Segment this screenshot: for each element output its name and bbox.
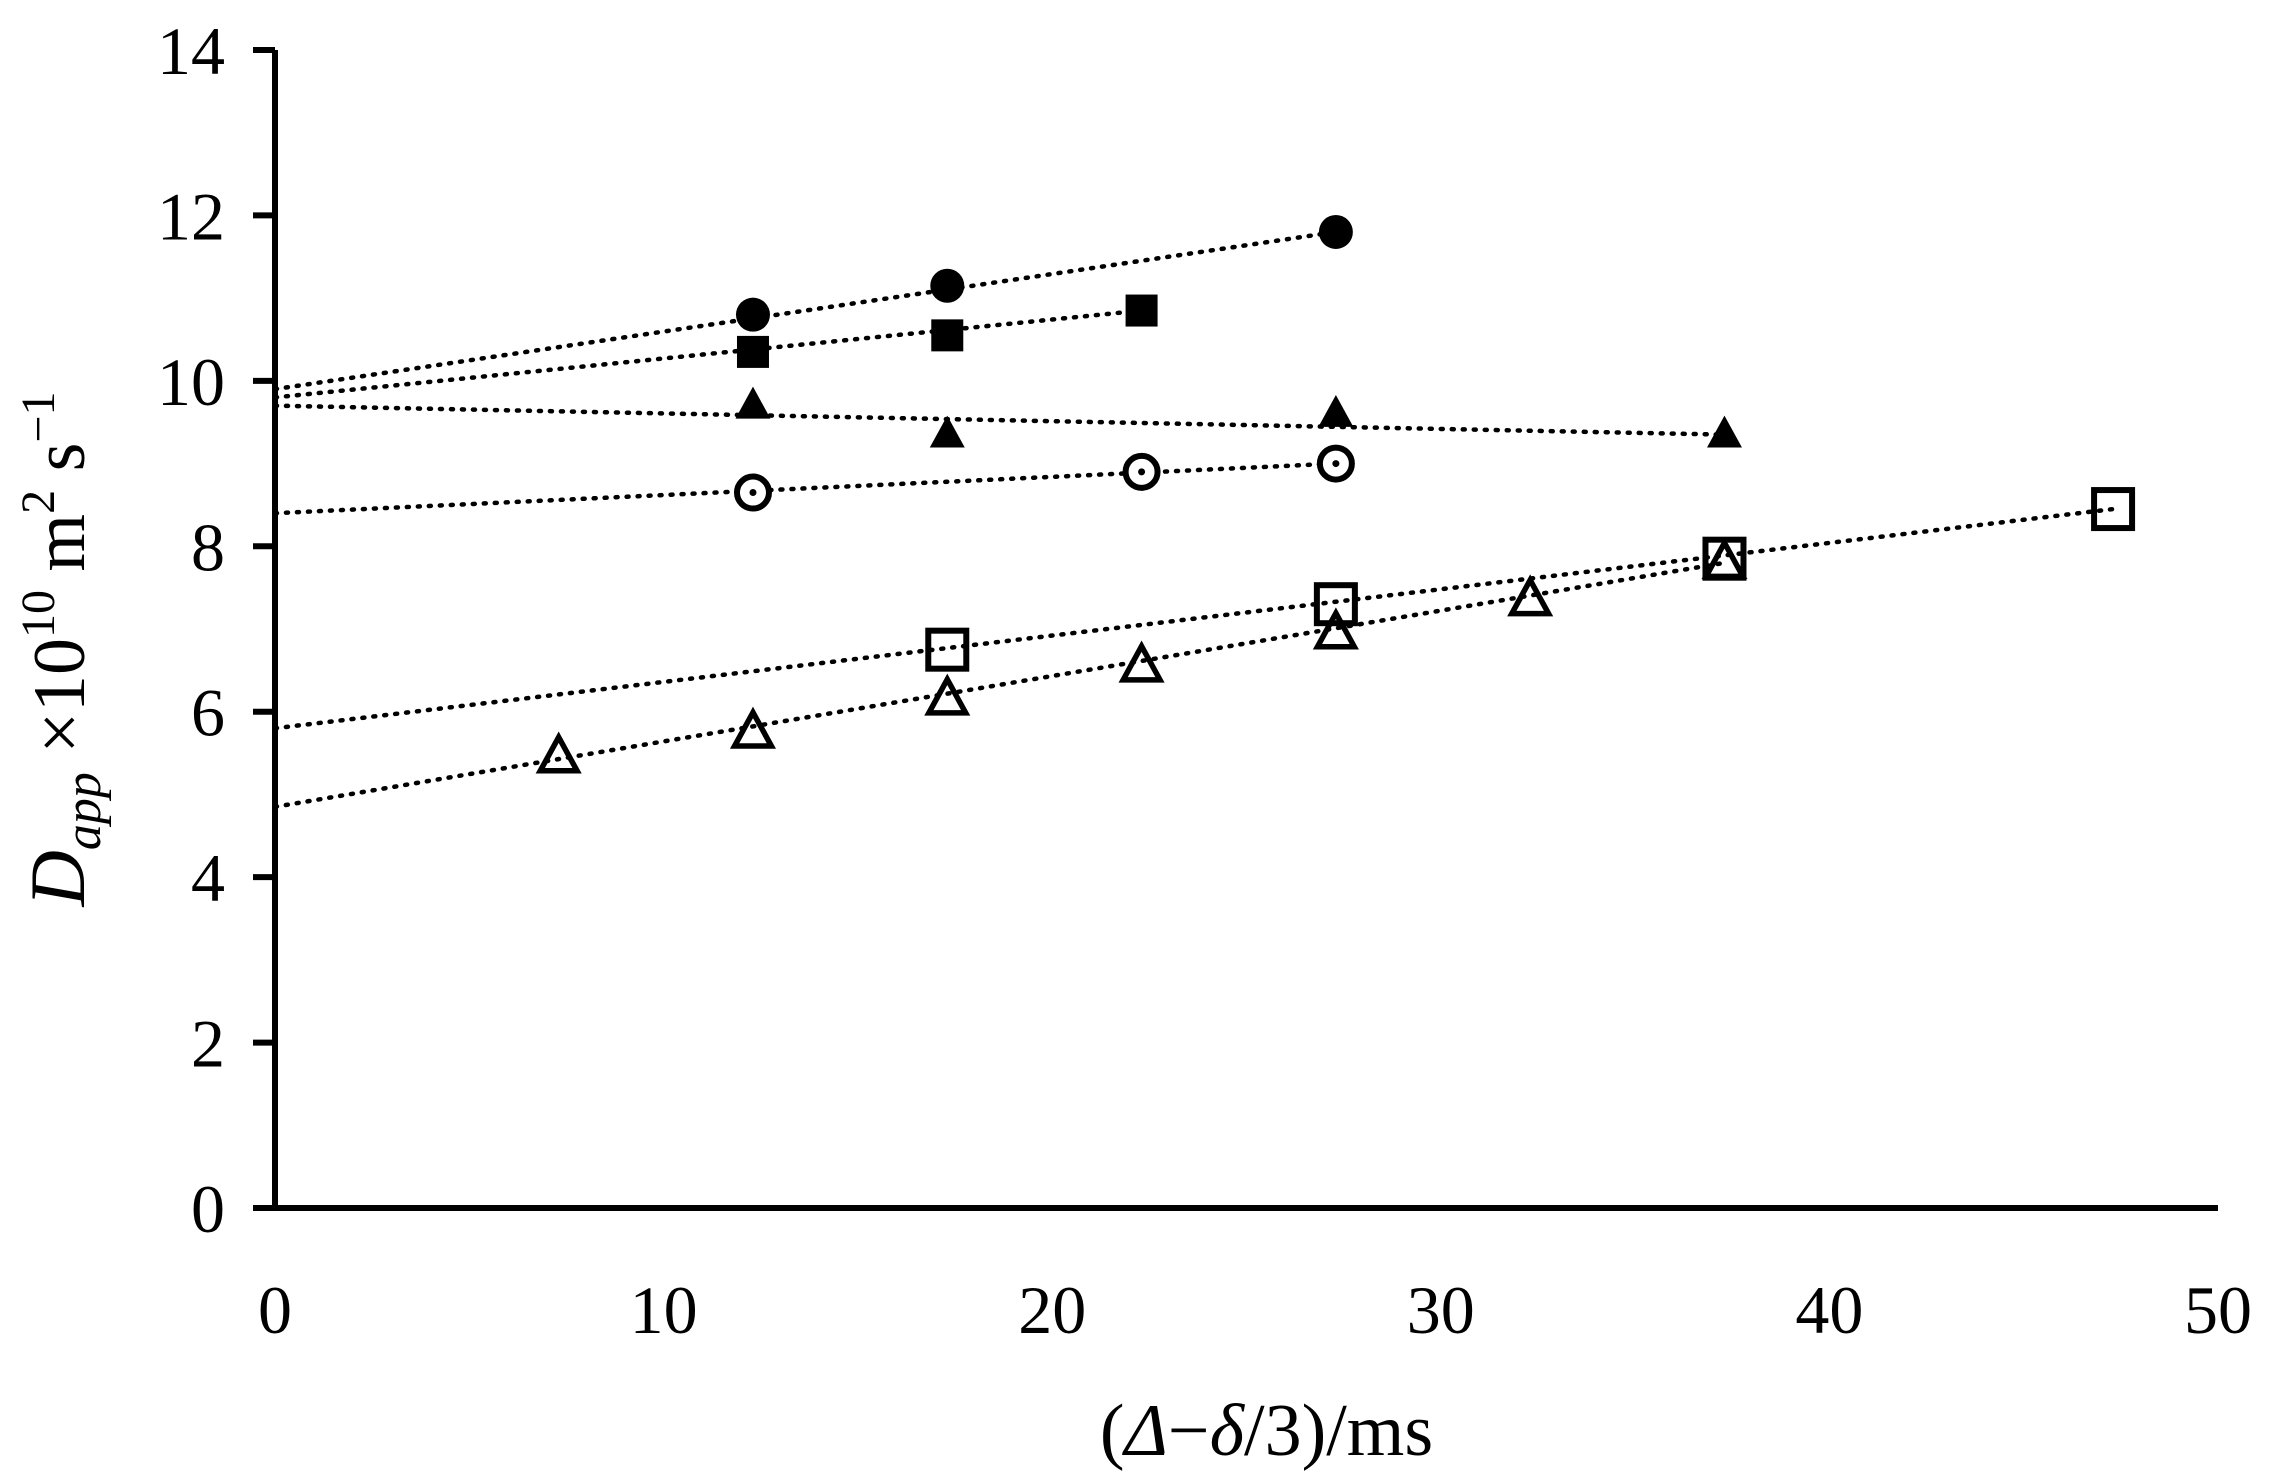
y-tick-label: 0: [191, 1171, 225, 1247]
y-title-exponent-2: 2: [12, 490, 65, 514]
data-point: [736, 335, 769, 368]
y-tick-label: 10: [157, 344, 225, 420]
x-title-Delta: Δ: [1121, 1390, 1167, 1472]
data-point: [929, 415, 965, 448]
x-tick-label: 10: [630, 1272, 698, 1348]
y-tick-label: 8: [191, 509, 225, 585]
marker-dot: [749, 489, 757, 497]
data-point: [924, 673, 971, 716]
fit-line: [272, 229, 1339, 392]
fit-lines: [272, 229, 2116, 810]
y-axis-title: Dapp ×1010 m2 s−1: [12, 391, 112, 907]
y-title-symbol: D: [14, 850, 101, 907]
data-point: [1507, 574, 1554, 617]
x-tick-label: 30: [1407, 1272, 1475, 1348]
y-title-s: s: [19, 443, 101, 490]
fit-line: [272, 403, 1727, 437]
x-axis-title: (Δ−δ/3)/ms: [1100, 1390, 1433, 1472]
data-markers: [535, 214, 2136, 774]
data-point: [1701, 537, 1748, 580]
data-point: [1318, 394, 1354, 427]
y-title-times: ×: [19, 712, 101, 772]
data-point: [733, 473, 772, 512]
x-title-delta: δ: [1210, 1390, 1246, 1472]
x-tick-label: 0: [258, 1272, 292, 1348]
data-point: [729, 706, 777, 749]
data-point: [1316, 444, 1355, 483]
data-point: [535, 731, 582, 774]
y-title-ten: 10: [19, 638, 101, 712]
x-title-open: (: [1100, 1390, 1125, 1472]
fit-line: [272, 308, 1144, 400]
y-tick-label: 4: [191, 840, 225, 916]
data-point: [931, 319, 964, 352]
data-point: [1125, 294, 1158, 327]
x-tick-label: 40: [1795, 1272, 1863, 1348]
data-point: [1118, 640, 1165, 683]
y-title-exponent-10: 10: [12, 590, 65, 638]
x-tick-label: 50: [2184, 1272, 2252, 1348]
axes: [272, 50, 2218, 1211]
y-tick-label: 12: [157, 178, 225, 254]
data-point: [735, 386, 771, 419]
data-point: [1313, 582, 1358, 627]
y-tick-label: 2: [191, 1006, 225, 1082]
data-point: [1706, 415, 1742, 448]
y-title-exponent-neg1: −1: [12, 391, 65, 442]
data-point: [1318, 214, 1353, 249]
y-tick-label: 6: [191, 675, 225, 751]
data-point: [925, 627, 970, 672]
data-point: [1312, 607, 1359, 650]
y-tick-label: 14: [157, 13, 225, 89]
fit-line: [272, 506, 2116, 731]
axis-ticks: 0 2 4 6 8 10 12 14 0 10 20 30 40 50: [157, 13, 2252, 1348]
x-title-minus: −: [1168, 1390, 1210, 1472]
marker-dot: [1332, 460, 1340, 468]
x-title-rest: /3)/ms: [1244, 1390, 1433, 1472]
data-point: [1122, 452, 1161, 491]
y-title-m: m: [19, 514, 101, 590]
marker-dot: [1138, 468, 1146, 476]
y-title-subscript: app: [55, 772, 112, 850]
data-point: [930, 268, 965, 303]
data-point: [735, 297, 770, 332]
x-tick-label: 20: [1018, 1272, 1086, 1348]
data-point: [2091, 487, 2136, 532]
fit-line: [272, 461, 1339, 516]
fit-line: [272, 560, 1727, 810]
